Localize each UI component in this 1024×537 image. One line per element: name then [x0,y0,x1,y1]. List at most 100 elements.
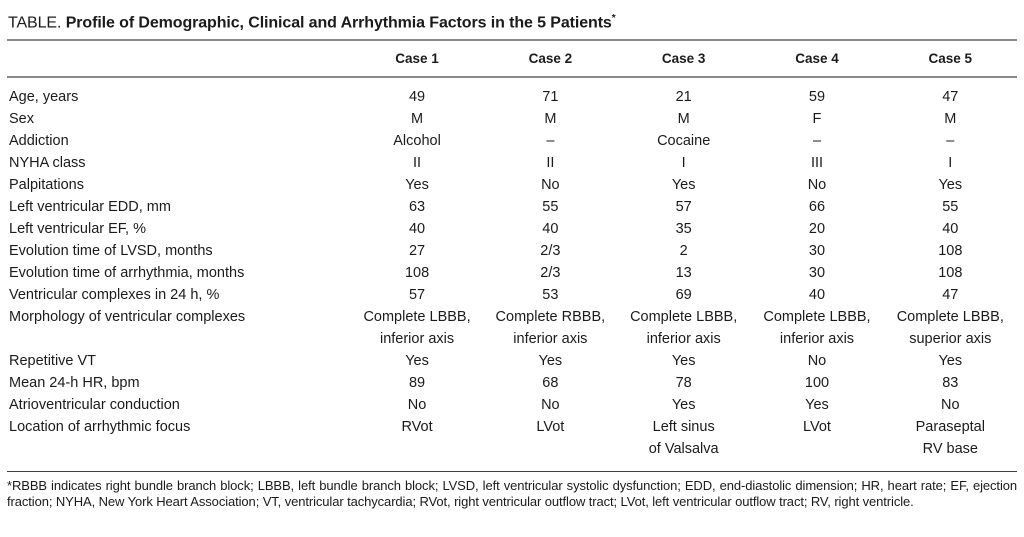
table-row: Sex M M M F M [7,108,1017,130]
row-label: Palpitations [9,177,84,194]
table-cell: M [677,111,690,128]
table-cell: 63 [408,199,426,216]
table-cell: No [807,353,827,370]
table-cell: 27 [408,243,426,260]
table-cell: LVot [536,419,565,436]
table-row: NYHA class II II I III I [7,152,1017,174]
row-label: Left ventricular EF, % [9,221,146,238]
table-cell: Yes [938,353,963,370]
table-cell: 2/3 [540,265,561,282]
table-cell: Yes [805,397,829,414]
table-cell: – [546,133,555,150]
table-cell: Yes [405,353,429,370]
table-cell: Paraseptal RV base [915,419,985,458]
header-case-4: Case 4 [795,51,839,67]
table-cell: – [946,133,955,150]
table-row: Mean 24-h HR, bpm 89 68 78 100 83 [7,372,1017,394]
table-row: Left ventricular EDD, mm 63 55 57 66 55 [7,196,1017,218]
row-label: Repetitive VT [9,353,97,370]
row-label: Mean 24-h HR, bpm [9,375,140,392]
table-cell: Yes [938,177,963,194]
table-cell: 21 [675,89,692,106]
table-cell: 49 [408,89,426,106]
header-rule [7,76,1017,79]
table-cell: 47 [942,287,959,304]
row-label: Morphology of ventricular complexes [9,309,246,326]
table-title-prefix: TABLE. [8,14,62,32]
row-label: Ventricular complexes in 24 h, % [9,287,220,304]
header-case-3: Case 3 [661,51,706,67]
row-label: NYHA class [9,155,86,172]
table-cell: Yes [671,397,696,414]
row-label: Left ventricular EDD, mm [9,199,171,216]
table-cell: No [407,397,427,414]
table-cell: 30 [808,265,826,282]
table-cell: 40 [408,221,426,238]
row-label: Atrioventricular conduction [9,397,180,414]
table-row: Atrioventricular conduction No No Yes Yes No [7,394,1017,416]
table-cell: Complete LBBB, inferior axis [630,309,738,348]
table-cell: 30 [808,243,826,260]
table-cell: 108 [404,265,430,282]
table-header-row: Case 1 Case 2 Case 3 Case 4 Case 5 [7,41,1017,76]
table-cell: II [413,155,422,172]
table-cell: Alcohol [393,133,441,150]
table-cell: M [544,111,557,128]
header-case-1: Case 1 [395,51,439,67]
table-cell: 55 [542,199,559,216]
table-title: TABLE. Profile of Demographic, Clinical … [7,8,1017,34]
table-row: Age, years 49 71 21 59 47 [7,86,1017,108]
table-body: Age, years 49 71 21 59 47 Sex M M M F M Addiction Alc… [7,78,1017,471]
table-cell: No [941,397,960,414]
table-row: Evolution time of arrhythmia, months 108 2… [7,262,1017,284]
table-cell: Complete LBBB, inferior axis [363,309,471,348]
table-cell: II [546,155,555,172]
table-cell: M [944,111,957,128]
table-cell: 53 [542,287,559,304]
table-cell: 83 [942,375,959,392]
table-title-text: Profile of Demographic, Clinical and Arr… [65,14,612,32]
table-cell: 57 [408,287,426,304]
table-cell: RVot [401,419,433,436]
row-label: Evolution time of LVSD, months [9,243,213,260]
header-case-2: Case 2 [528,51,573,67]
table-cell: No [541,177,560,194]
table-row: Morphology of ventricular complexes Compl… [7,306,1017,350]
table-cell: 57 [675,199,692,216]
table-cell: 35 [675,221,692,238]
table-cell: No [807,177,827,194]
table-row: Evolution time of LVSD, months 27 2/3 2 30 10… [7,240,1017,262]
table-cell: LVot [803,419,831,436]
table-cell: 40 [942,221,959,238]
table-cell: Cocaine [657,133,711,150]
table-cell: F [812,111,822,128]
table-cell: 2 [679,243,688,260]
table-cell: 40 [542,221,559,238]
table-cell: 100 [804,375,830,392]
table-cell: 78 [675,375,692,392]
table-cell: 47 [942,89,959,106]
row-label: Sex [9,111,34,128]
table-cell: Yes [671,177,696,194]
table-cell: Complete RBBB, inferior axis [495,309,606,348]
table-cell: Yes [671,353,696,370]
table-cell: No [541,397,560,414]
table-cell: 68 [542,375,559,392]
table-cell: 108 [938,265,963,282]
table-cell: Complete LBBB, inferior axis [763,309,871,348]
table-cell: I [681,155,686,172]
table-row: Location of arrhythmic focus RVot LVot Left… [7,416,1017,460]
table-cell: I [948,155,953,172]
row-label: Location of arrhythmic focus [9,419,191,436]
row-label: Age, years [9,89,79,106]
table-cell: Complete LBBB, superior axis [896,309,1004,348]
table-cell: 55 [942,199,959,216]
table-row: Ventricular complexes in 24 h, % 57 53 69 40… [7,284,1017,306]
header-case-5: Case 5 [928,51,973,67]
table-cell: Left sinus of Valsalva [648,419,719,458]
table-cell: 66 [808,199,826,216]
table-cell: M [411,111,424,128]
table-cell: Yes [538,353,563,370]
table-cell: 13 [675,265,692,282]
